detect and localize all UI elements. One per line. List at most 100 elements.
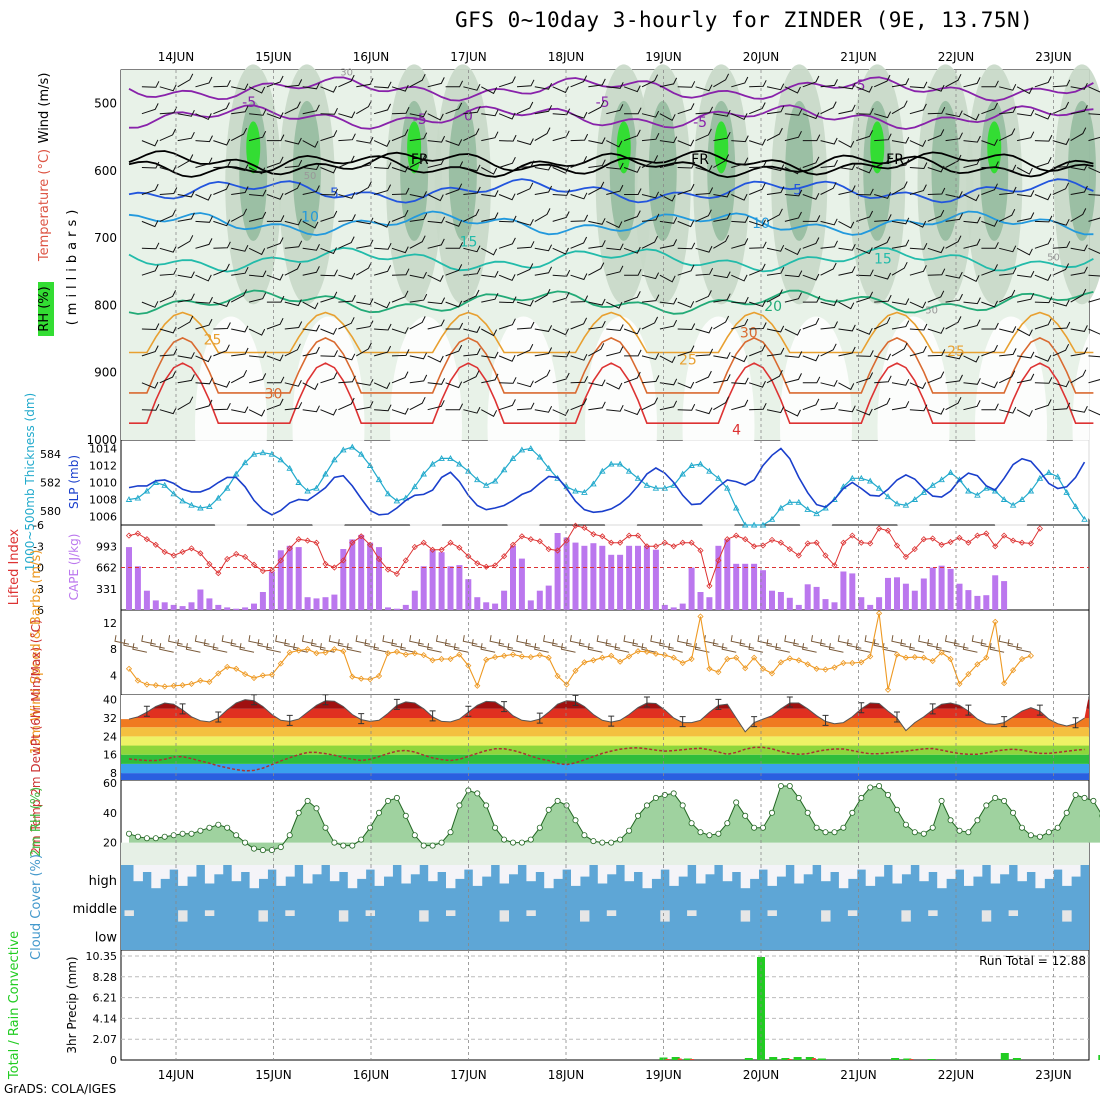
wind-barb <box>624 349 642 357</box>
wind-speed-point <box>152 682 159 689</box>
wind-barb <box>784 409 801 417</box>
wind-barb <box>534 405 553 413</box>
thickness-point <box>134 494 142 501</box>
cloud-gap-high <box>249 865 260 889</box>
wind-barb <box>927 349 946 357</box>
cape-bar <box>983 595 990 610</box>
cape-bar <box>358 534 365 610</box>
wind-barb <box>570 192 588 200</box>
wind-barb <box>623 327 641 335</box>
lifted-index-point <box>456 544 463 551</box>
rh2m-point <box>688 820 695 827</box>
cloud-gap-high <box>838 865 849 889</box>
wind-barb <box>1070 82 1088 90</box>
lifted-index-point <box>902 553 909 560</box>
lifted-index-point <box>250 561 258 568</box>
isotherm-label: 15 <box>874 252 892 268</box>
thickness-point <box>322 470 329 477</box>
wind-barb <box>588 343 605 357</box>
lifted-index-point <box>242 553 249 560</box>
isotherm-line <box>128 104 1094 130</box>
wind-barb <box>606 243 624 251</box>
rh2m-point <box>572 817 579 824</box>
wind10m-axis-label: 10m Wind Speed & Barbs (m/s) <box>29 550 44 755</box>
wind-barb <box>284 402 303 411</box>
wind10m-barb <box>694 643 710 653</box>
lifted-index-point <box>188 545 195 552</box>
wind-barb <box>749 344 766 357</box>
cape-tick: 993 <box>96 540 117 553</box>
cloud-gap-middle <box>580 910 590 922</box>
wind-barb <box>1052 160 1071 168</box>
wind10m-barb <box>516 635 531 645</box>
lifted-index-point <box>286 545 293 552</box>
cape-tick: 331 <box>96 583 117 596</box>
rh2m-point <box>483 802 490 809</box>
lifted-index-point <box>1036 525 1043 532</box>
lifted-index-point <box>706 582 713 589</box>
wind-speed-point <box>992 618 999 625</box>
wind-barb <box>1070 163 1088 171</box>
wind-barb <box>177 190 195 198</box>
wind-speed-point <box>742 665 749 672</box>
wind-barb <box>981 102 998 115</box>
wind-barb <box>677 323 696 331</box>
rh2m-point <box>858 794 865 801</box>
cloud-gap-high <box>142 865 152 872</box>
rh2m-point <box>751 824 758 831</box>
wind-barb <box>874 111 892 119</box>
thickness-point <box>456 460 463 467</box>
wind-barb <box>570 317 588 330</box>
rh2m-point <box>581 832 588 839</box>
wind10m-barb <box>748 643 764 653</box>
rh2m-point <box>474 790 481 797</box>
wind-barb <box>981 139 998 147</box>
rh2m-point <box>429 842 436 849</box>
cape-tick: 662 <box>96 562 117 575</box>
wind-barb <box>338 111 356 119</box>
cape-bar <box>179 606 186 610</box>
isotherm-label: -5 <box>693 115 707 131</box>
thickness-point <box>616 460 624 467</box>
wind-barb <box>445 219 463 227</box>
cloud-gap-high <box>374 865 385 886</box>
rh2m-point <box>206 824 213 831</box>
pressure-tick: 800 <box>94 298 117 312</box>
thickness-point <box>768 515 776 522</box>
wind-barb <box>695 245 713 253</box>
cloud-gap-high <box>580 865 590 877</box>
wind-barb <box>552 247 569 255</box>
wind-barb <box>641 74 659 88</box>
wind-barb <box>570 111 588 119</box>
cape-bar <box>938 565 945 610</box>
temp-tick: 40 <box>103 694 117 707</box>
thickness-point <box>965 487 972 494</box>
rh-column-peak <box>870 121 885 174</box>
wind-barb <box>641 272 660 280</box>
cape-bar <box>420 566 427 610</box>
lifted-index-point <box>375 555 383 563</box>
wind10m-barb <box>435 635 451 645</box>
wind-barb <box>1034 76 1052 88</box>
wind-barb <box>784 292 802 303</box>
temp-band <box>121 718 1089 728</box>
pressure-tick: 600 <box>94 164 117 178</box>
wind-barb <box>481 373 499 384</box>
wind-barb <box>999 326 1017 333</box>
isotherm-label: 30 <box>740 326 758 342</box>
wind-barb <box>731 216 749 223</box>
wind-barb <box>1070 405 1088 413</box>
temp-tick: 8 <box>110 767 117 780</box>
thickness-point <box>1063 488 1070 495</box>
wind-barb <box>213 160 231 168</box>
wind-barb <box>356 320 374 330</box>
wind-speed-point <box>715 669 722 676</box>
cape-bar <box>795 604 802 610</box>
cloud-gap-high <box>633 865 643 872</box>
wind-barb <box>856 269 874 277</box>
wind-barb <box>266 317 284 330</box>
wind10m-barb <box>141 635 156 645</box>
temp-tick: 24 <box>103 730 117 743</box>
wind-barb <box>677 103 695 115</box>
